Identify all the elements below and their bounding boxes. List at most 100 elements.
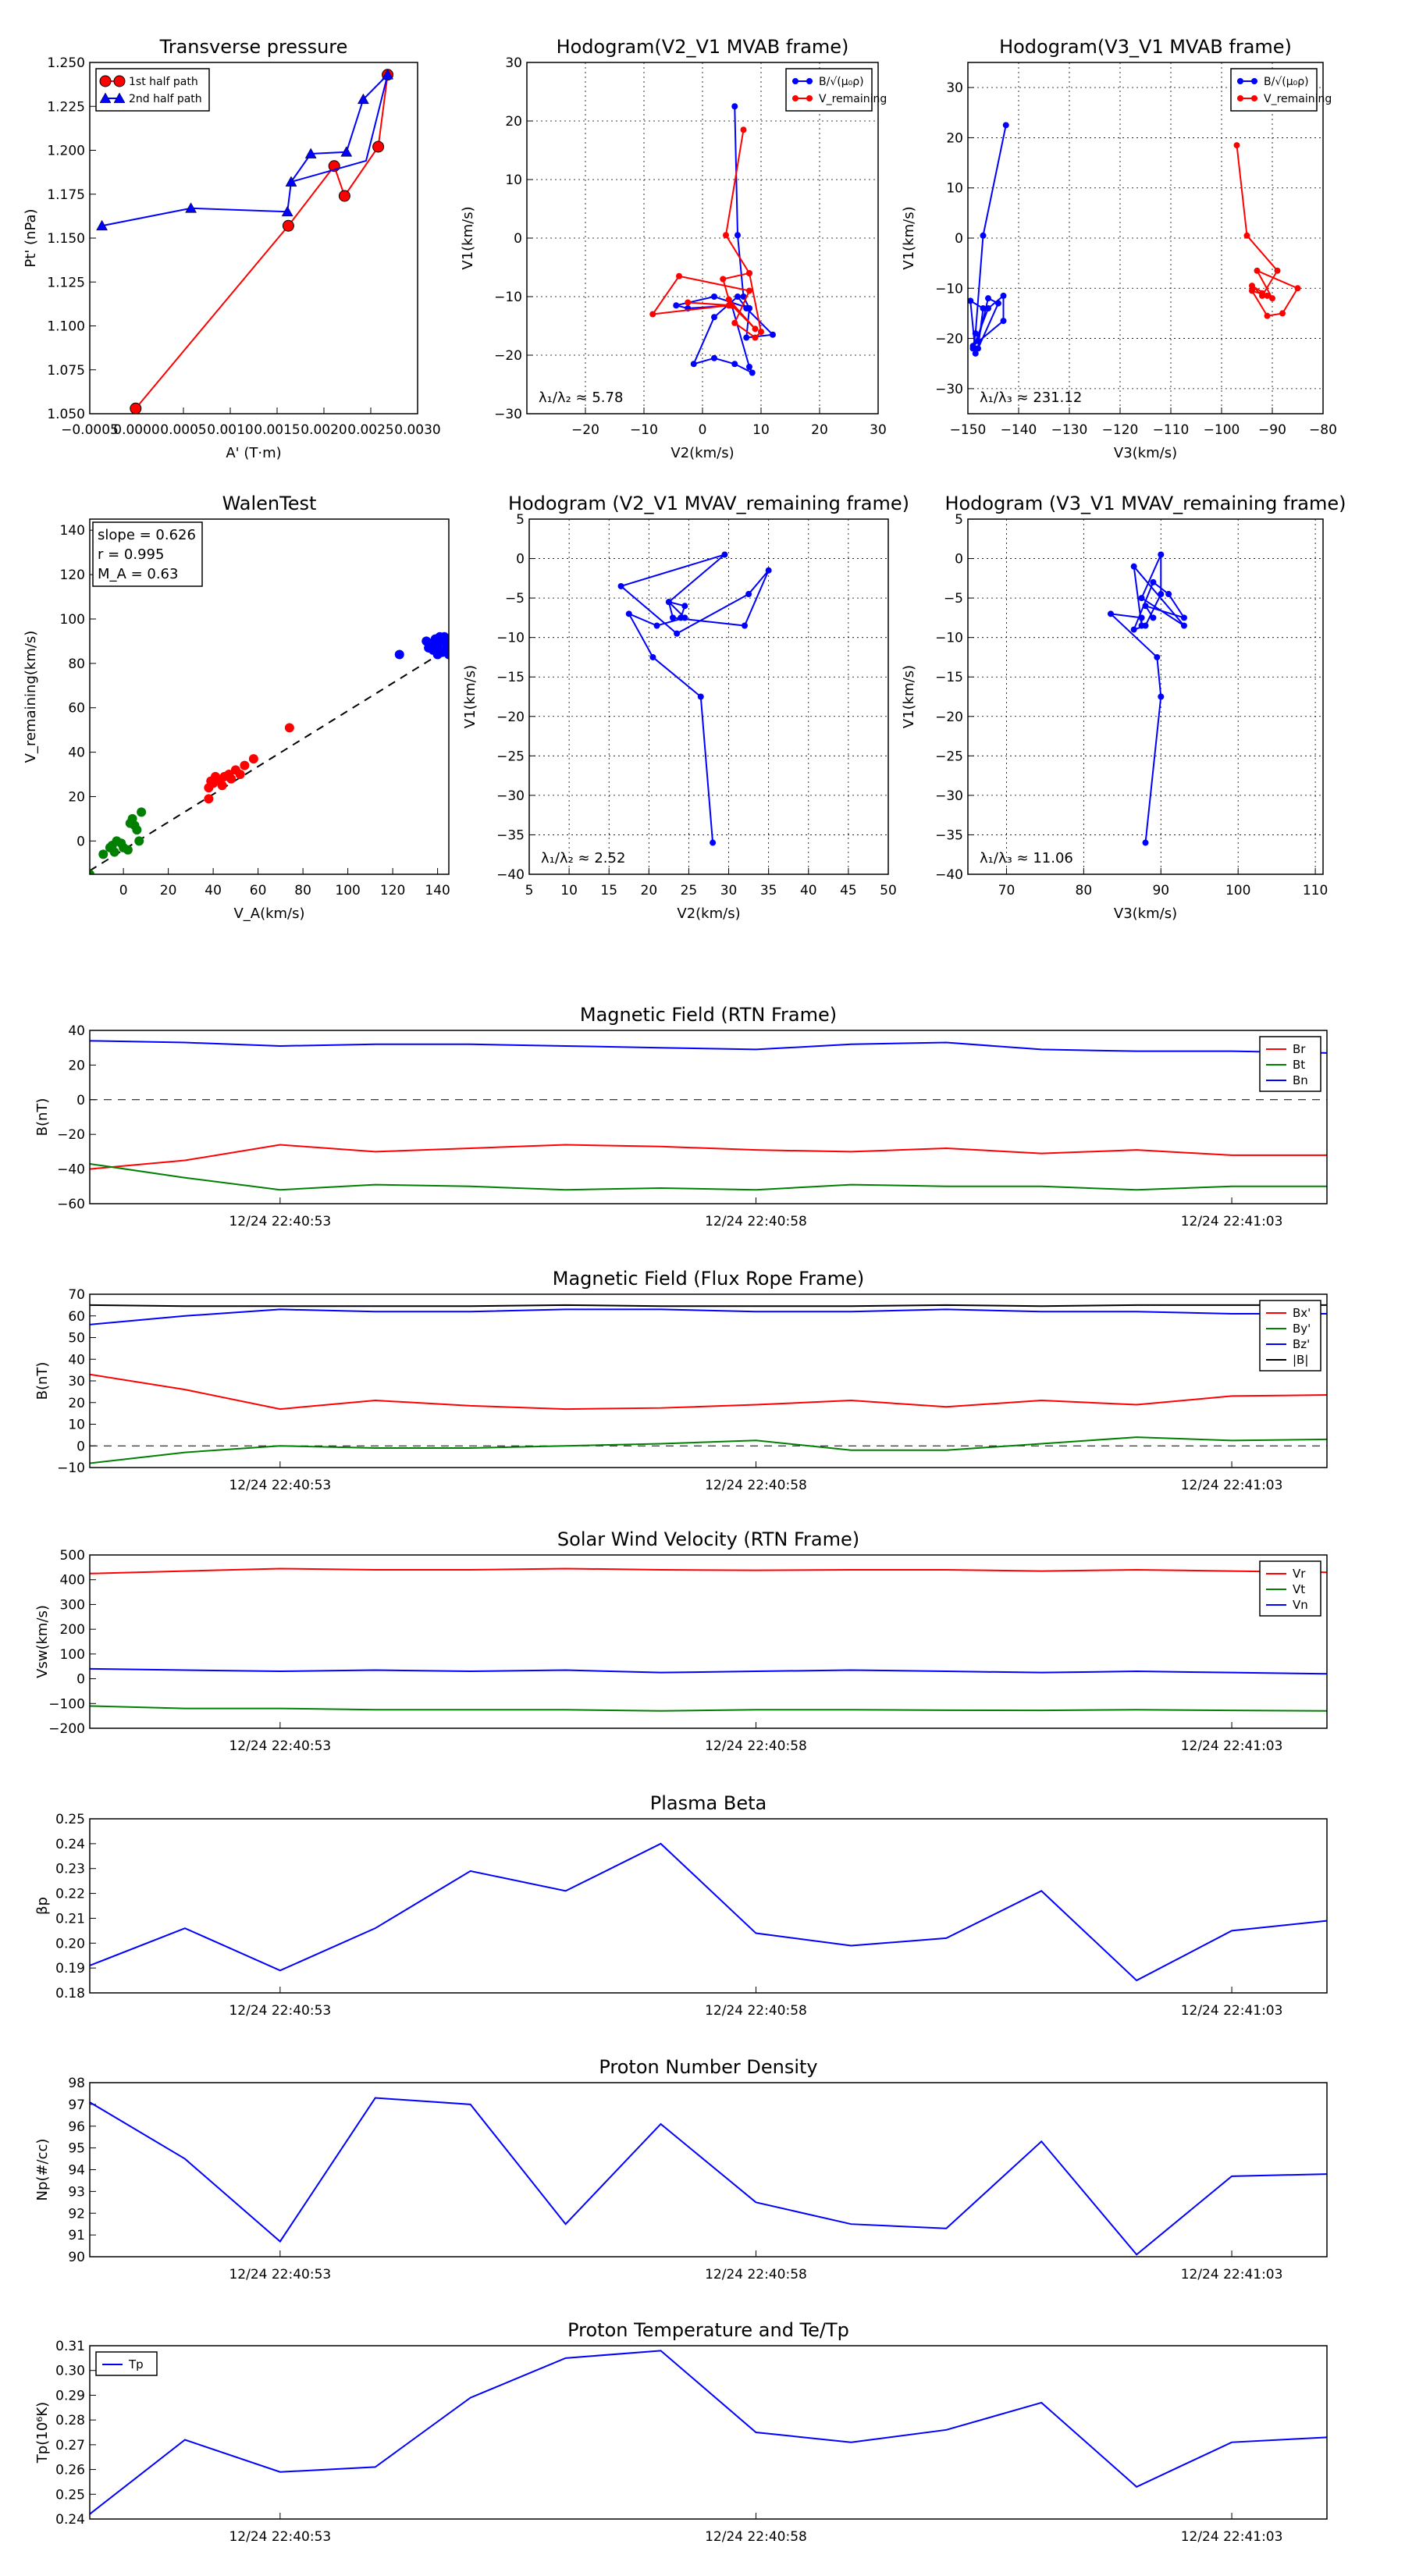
x-tick-label: 12/24 22:41:03 <box>1181 1738 1283 1754</box>
scatter-point <box>226 774 237 784</box>
x-tick-label: 10 <box>752 422 770 438</box>
series-line-Tp <box>90 2350 1327 2515</box>
data-point <box>1138 614 1145 621</box>
y-tick-label: 50 <box>68 1331 85 1347</box>
data-point <box>673 302 680 309</box>
x-tick-label: 20 <box>811 422 828 438</box>
y-tick-label: −5 <box>505 591 525 607</box>
data-point <box>1165 591 1172 598</box>
data-point <box>697 693 704 700</box>
x-axis-label: A' (T·m) <box>226 445 281 461</box>
legend-marker <box>99 92 112 103</box>
scatter-point <box>134 836 144 846</box>
series-line-Br <box>90 1144 1327 1170</box>
x-tick-label: 12/24 22:41:03 <box>1181 2003 1283 2019</box>
y-tick-label: 92 <box>68 2206 85 2222</box>
x-tick-label: −20 <box>571 422 599 438</box>
y-tick-label: 100 <box>60 1647 85 1663</box>
legend-box <box>95 68 210 112</box>
data-point <box>1158 551 1165 558</box>
data-point <box>1158 693 1165 700</box>
data-point <box>678 614 685 621</box>
series-line-Vr <box>90 1567 1327 1574</box>
y-tick-label: −10 <box>935 281 963 297</box>
y-tick-label: −15 <box>496 670 525 685</box>
legend-label: Vr <box>1293 1567 1306 1581</box>
x-tick-label: 25 <box>681 883 698 898</box>
x-tick-label: −80 <box>1309 422 1337 438</box>
x-tick-label: 12/24 22:40:53 <box>229 2529 331 2545</box>
y-tick-label: −20 <box>935 710 963 725</box>
axes-frame <box>89 1554 1328 1729</box>
y-tick-label: 0.27 <box>55 2438 85 2453</box>
data-point <box>735 232 741 239</box>
x-tick-label: 80 <box>294 883 311 898</box>
scatter-point <box>439 632 449 642</box>
data-point <box>1264 312 1271 319</box>
data-point <box>758 329 764 335</box>
data-point <box>723 232 729 239</box>
y-axis-label: Np(#/cc) <box>34 2139 51 2201</box>
y-axis-label: V1(km/s) <box>901 665 917 728</box>
axes-frame <box>89 1818 1328 1994</box>
legend-label: Tp <box>128 2357 144 2371</box>
x-tick-label: 50 <box>880 883 897 898</box>
y-axis-label: Vsw(km/s) <box>34 1605 51 1678</box>
scatter-point <box>204 794 214 804</box>
legend-marker <box>113 92 126 103</box>
y-tick-label: −5 <box>944 591 963 607</box>
series-line-Bn <box>90 1040 1327 1054</box>
y-axis-label: V1(km/s) <box>462 665 478 728</box>
data-point <box>649 311 656 318</box>
y-tick-label: −100 <box>48 1696 85 1712</box>
data-point <box>711 294 717 300</box>
data-point <box>1264 292 1271 299</box>
y-tick-label: 0 <box>955 231 963 247</box>
data-point <box>720 276 727 283</box>
plot-area <box>617 551 772 846</box>
data-point <box>710 839 717 846</box>
data-point <box>681 603 688 610</box>
series-line-2nd half path (return) <box>290 74 389 183</box>
data-point <box>1233 142 1240 149</box>
stats-line: slope = 0.626 <box>98 527 196 543</box>
data-point <box>745 591 752 598</box>
y-tick-label: −20 <box>935 332 963 347</box>
legend-label: Bn <box>1293 1073 1308 1087</box>
y-tick-label: 70 <box>68 1287 85 1303</box>
data-point <box>995 300 1001 307</box>
series-line-Vt <box>90 1705 1327 1712</box>
axes-frame <box>89 62 418 415</box>
legend-marker <box>792 95 799 101</box>
y-tick-label: 500 <box>60 1548 85 1564</box>
x-tick-label: 80 <box>1076 883 1093 898</box>
legend-label: Vt <box>1293 1582 1305 1596</box>
y-tick-label: 1.250 <box>47 55 85 71</box>
x-tick-label: 45 <box>840 883 857 898</box>
x-tick-label: 10 <box>560 883 578 898</box>
chart-title: Magnetic Field (Flux Rope Frame) <box>553 1268 864 1290</box>
scatter-point <box>284 723 294 733</box>
data-point <box>1142 603 1149 610</box>
series-line-beta <box>90 1842 1327 1982</box>
scatter-point <box>394 649 404 660</box>
y-tick-label: −40 <box>496 867 525 883</box>
x-tick-label: 12/24 22:40:58 <box>705 2003 807 2019</box>
legend-label: V_remaining <box>819 93 887 105</box>
scatter-point <box>107 841 117 851</box>
y-tick-label: 60 <box>68 1309 85 1325</box>
x-tick-label: 100 <box>335 883 360 898</box>
data-point <box>625 610 632 617</box>
scatter-point <box>217 781 227 791</box>
axes-frame <box>89 518 450 875</box>
axes-frame <box>967 518 1324 875</box>
panel-beta: Plasma Beta 12/24 22:40:53 12/24 22:40:58 1… <box>34 1792 1328 2019</box>
x-tick-label: 140 <box>425 883 450 898</box>
chart-title: Hodogram(V3_V1 MVAB frame) <box>999 36 1292 58</box>
y-axis-label: B(nT) <box>34 1098 51 1137</box>
data-point <box>1180 622 1187 629</box>
plot-area <box>90 2350 1327 2515</box>
data-point <box>357 93 369 105</box>
y-tick-label: −30 <box>935 382 963 397</box>
